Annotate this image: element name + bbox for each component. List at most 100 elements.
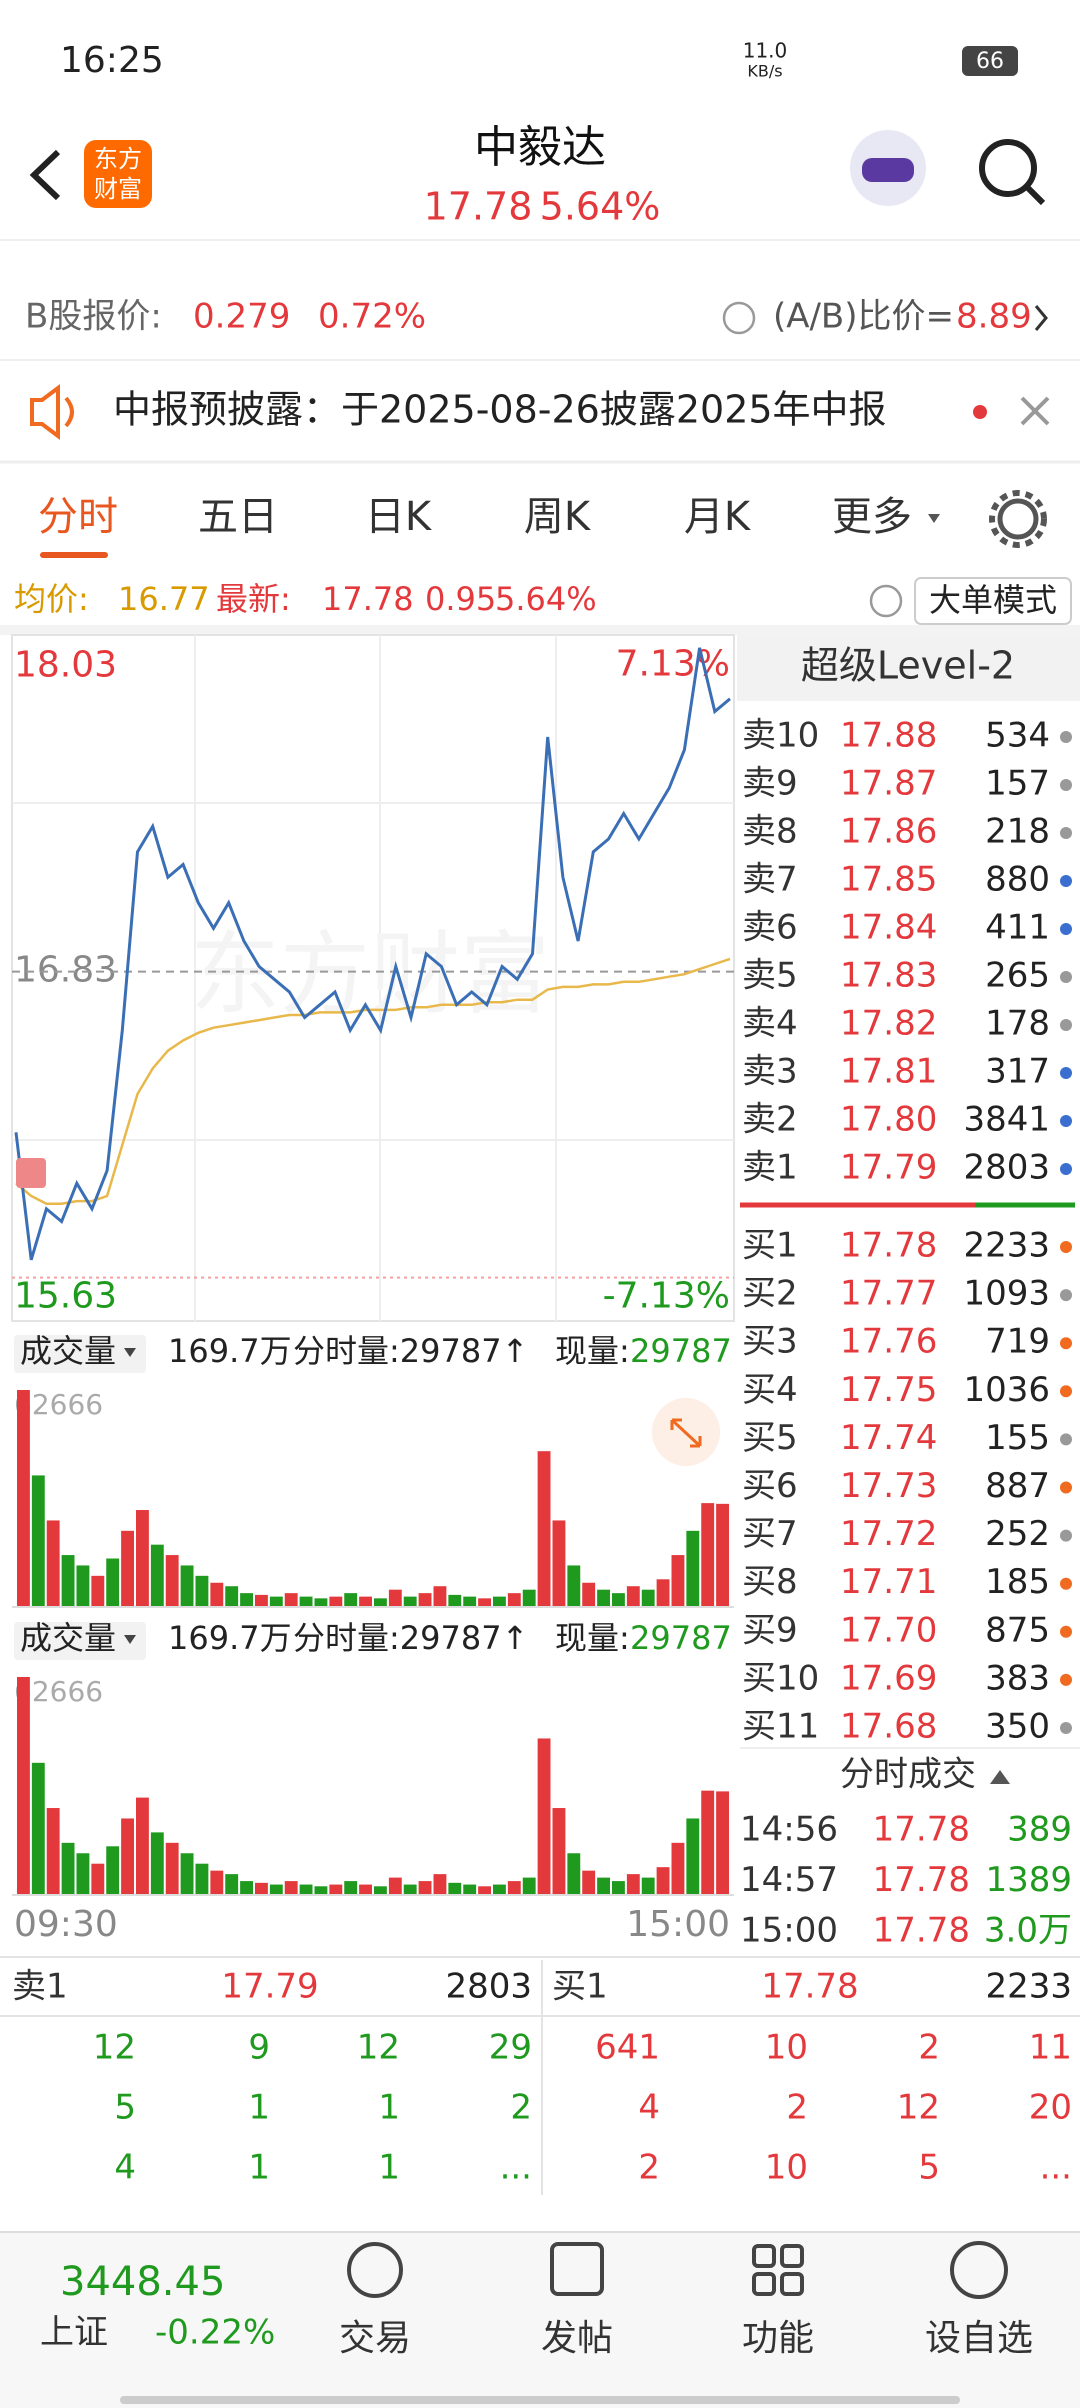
book-dot	[1060, 1289, 1072, 1302]
volume-bar	[612, 1593, 625, 1607]
book-price: 17.69	[840, 1658, 937, 1698]
mode-button[interactable]	[914, 577, 1072, 625]
volume-bar	[225, 1586, 239, 1607]
help-icon[interactable]	[869, 584, 903, 618]
volume-bar	[448, 1594, 462, 1607]
order-size: 5	[918, 2148, 940, 2188]
volume-bar	[374, 1598, 387, 1607]
order-size: 2	[918, 2028, 940, 2068]
book-price: 17.85	[840, 860, 937, 900]
nav-item[interactable]: 功能	[742, 2318, 814, 2359]
volume-bar	[329, 1884, 343, 1895]
order-size: 1	[248, 2088, 270, 2128]
trade-volume: 389	[1007, 1810, 1072, 1850]
volume-bar	[91, 1575, 105, 1607]
book-volume: 887	[985, 1466, 1050, 1506]
depth-price: 17.78	[761, 1967, 858, 2007]
book-label: 买10	[742, 1658, 819, 1698]
selector-box[interactable]	[14, 1622, 146, 1660]
book-volume: 350	[985, 1707, 1050, 1747]
post-icon[interactable]	[550, 2242, 604, 2296]
book-dot	[1060, 1019, 1072, 1031]
buy-marker	[16, 1158, 46, 1188]
book-price: 17.72	[840, 1514, 937, 1554]
avg-value: 16.77	[118, 580, 210, 618]
book-volume: 1093	[963, 1274, 1050, 1314]
nav-item[interactable]: 设自选	[925, 2318, 1033, 2359]
trades-title: 分时成交	[840, 1755, 976, 1795]
tab[interactable]: 更多	[832, 494, 912, 540]
collapse-arrow[interactable]	[990, 1770, 1010, 1784]
settings-button[interactable]	[997, 498, 1039, 540]
book-price: 17.88	[840, 716, 937, 756]
logo-text: 财富	[94, 175, 142, 203]
nav-item[interactable]: 交易	[339, 2318, 411, 2359]
dropdown-arrow	[124, 1635, 136, 1644]
book-price: 17.77	[840, 1274, 937, 1314]
selector-box[interactable]	[14, 1335, 146, 1373]
volume-bar	[210, 1870, 224, 1895]
battery-level: 66	[976, 49, 1004, 74]
function-icon	[780, 2244, 804, 2268]
order-size: 4	[638, 2088, 660, 2128]
book-label: 卖8	[742, 812, 798, 852]
trade-time: 14:57	[740, 1860, 838, 1900]
book-label: 买9	[742, 1610, 798, 1650]
volume-bar	[121, 1530, 134, 1607]
order-size: ...	[1040, 2148, 1072, 2188]
net-speed: 11.0	[743, 39, 788, 63]
book-dot	[1060, 779, 1072, 791]
book-dot	[1060, 1067, 1072, 1079]
volume-bar	[671, 1842, 685, 1895]
book-price: 17.87	[840, 764, 937, 804]
book-label: 买11	[742, 1707, 819, 1747]
book-volume: 218	[985, 812, 1050, 852]
level2-title: 超级Level-2	[801, 644, 1015, 688]
book-price: 17.83	[840, 956, 937, 996]
volume-bar	[165, 1842, 179, 1895]
chevron	[1034, 305, 1048, 331]
book-price: 17.75	[840, 1370, 937, 1410]
stock-name: 中毅达	[474, 122, 606, 173]
ratio-value: 8.89	[956, 297, 1032, 337]
app-logo[interactable]	[84, 140, 152, 208]
book-volume: 719	[985, 1322, 1050, 1362]
trade-icon[interactable]	[347, 2242, 403, 2298]
volume-bar	[701, 1503, 715, 1607]
book-label: 买7	[742, 1514, 798, 1554]
volume-bar	[403, 1884, 417, 1895]
volume-bar	[597, 1589, 610, 1607]
price-line	[14, 647, 731, 1261]
trade-price: 17.78	[873, 1911, 970, 1951]
volume-bar	[136, 1797, 149, 1895]
tab: 周K	[524, 494, 592, 540]
volume-total: 169.7万	[168, 1332, 292, 1370]
volume-bar	[448, 1882, 462, 1895]
back-button[interactable]	[29, 149, 61, 201]
book-volume: 534	[985, 716, 1050, 756]
volume-bar	[626, 1874, 640, 1895]
nav-item[interactable]: 发帖	[541, 2318, 613, 2359]
order-size: 12	[93, 2028, 136, 2068]
volume-bar	[686, 1818, 700, 1895]
help-icon[interactable]	[722, 301, 756, 335]
book-label: 买2	[742, 1274, 798, 1314]
function-icon[interactable]	[752, 2244, 776, 2268]
watchlist-icon[interactable]	[950, 2241, 1008, 2299]
volume-bar	[46, 1520, 60, 1607]
book-dot	[1060, 1115, 1072, 1127]
y-tick-label: 15.63	[14, 1276, 117, 1317]
trade-price: 17.78	[873, 1810, 970, 1850]
volume-bar	[463, 1884, 477, 1895]
current-volume: 29787	[630, 1619, 732, 1657]
volume-bar	[359, 1596, 372, 1607]
spacer	[0, 625, 1080, 635]
close-button[interactable]	[1020, 396, 1050, 426]
volume-bar	[150, 1544, 164, 1607]
book-price: 17.86	[840, 812, 937, 852]
order-size: 2	[510, 2088, 532, 2128]
search-button[interactable]	[979, 139, 1037, 197]
latest-value: 17.78	[322, 580, 414, 618]
order-size: 2	[786, 2088, 808, 2128]
index-pct: -0.22%	[155, 2313, 275, 2353]
